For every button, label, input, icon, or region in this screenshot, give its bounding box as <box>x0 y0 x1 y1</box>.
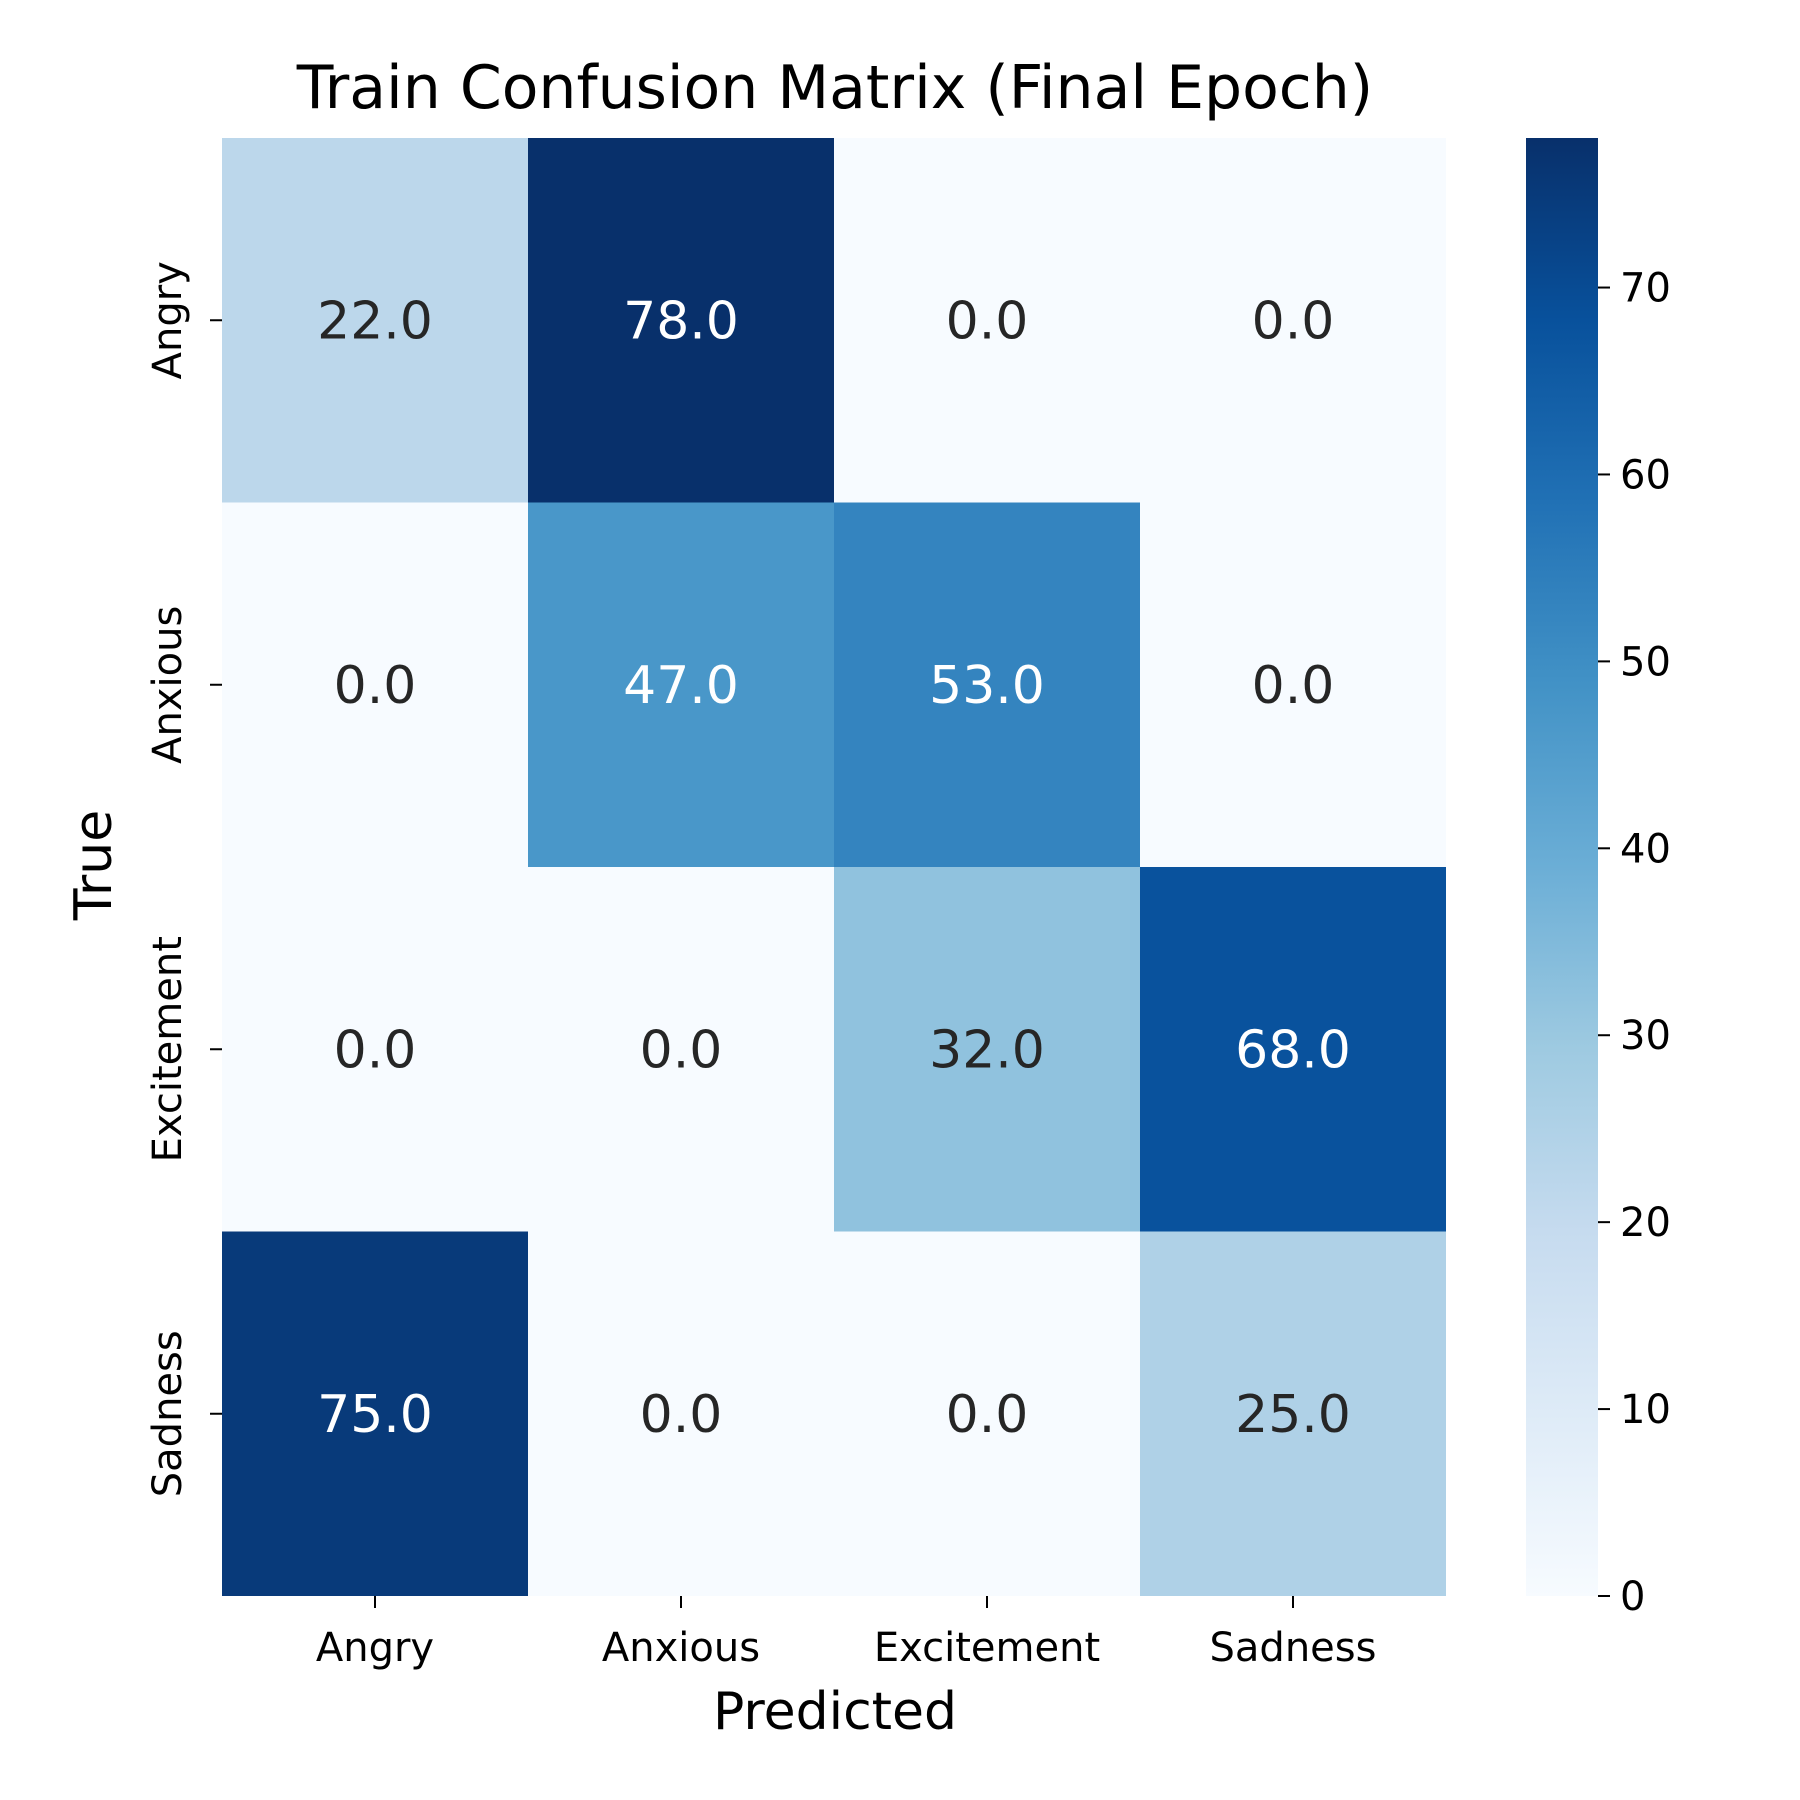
colorbar-tick-label-2: 10 <box>1620 1387 1671 1433</box>
heatmap-cell-1-2 <box>528 138 834 503</box>
colorbar-gradient <box>1526 138 1598 1596</box>
heatmap-cell-4-3 <box>834 1231 1140 1596</box>
heatmap-cell-1-4 <box>1140 138 1446 503</box>
colorbar-tick-label-4: 30 <box>1620 1013 1671 1059</box>
y-axis-ticks: Angry Anxious Excitement Sadness <box>145 261 222 1497</box>
x-axis-ticks: Angry Anxious Excitement Sadness <box>316 1596 1377 1671</box>
cell-value-label-2-1: 0.0 <box>334 656 417 716</box>
colorbar-tick-label-7: 60 <box>1620 452 1671 498</box>
matrix-grid: 22.0 78.0 0.0 0.0 0.0 47.0 53.0 0.0 0.0 0.0 32.0 68… <box>222 138 1446 1596</box>
heatmap-cell-2-3 <box>834 502 1140 867</box>
colorbar-ticks: 0 10 20 30 40 50 60 70 <box>1598 266 1671 1620</box>
x-axis-tick-label-2: Anxious <box>602 1625 760 1671</box>
heatmap-cell-2-1 <box>222 502 528 867</box>
heatmap-cell-2-2 <box>528 502 834 867</box>
cell-value-label-1-1: 22.0 <box>317 291 433 351</box>
cell-value-label-2-3: 53.0 <box>929 656 1045 716</box>
x-axis-tick-label-1: Angry <box>316 1625 434 1671</box>
cell-value-label-4-4: 25.0 <box>1235 1385 1351 1445</box>
heatmap-cell-2-4 <box>1140 502 1446 867</box>
x-axis-label: Predicted <box>713 1682 957 1742</box>
colorbar: 0 10 20 30 40 50 60 70 <box>1526 138 1671 1620</box>
cell-value-label-4-2: 0.0 <box>640 1385 723 1445</box>
cell-value-label-1-2: 78.0 <box>623 291 739 351</box>
heatmap-cell-4-2 <box>528 1231 834 1596</box>
cell-value-label-4-1: 75.0 <box>317 1385 433 1445</box>
cell-value-label-3-4: 68.0 <box>1235 1020 1351 1080</box>
colorbar-tick-label-1: 0 <box>1620 1574 1645 1620</box>
chart-title: Train Confusion Matrix (Final Epoch) <box>296 53 1373 123</box>
heatmap-cell-1-3 <box>834 138 1140 503</box>
cell-value-label-2-2: 47.0 <box>623 656 739 716</box>
heatmap-cell-4-1 <box>222 1231 528 1596</box>
y-axis-tick-label-1: Angry <box>145 261 191 379</box>
y-axis-tick-label-3: Excitement <box>145 936 191 1162</box>
colorbar-tick-label-6: 50 <box>1620 639 1671 685</box>
cell-value-label-3-1: 0.0 <box>334 1020 417 1080</box>
heatmap-cell-3-2 <box>528 867 834 1232</box>
cell-value-label-3-3: 32.0 <box>929 1020 1045 1080</box>
cell-value-label-4-3: 0.0 <box>946 1385 1029 1445</box>
heatmap-cell-3-4 <box>1140 867 1446 1232</box>
colorbar-tick-label-8: 70 <box>1620 266 1671 312</box>
colorbar-tick-label-3: 20 <box>1620 1200 1671 1246</box>
heatmap-cell-3-3 <box>834 867 1140 1232</box>
heatmap-cell-3-1 <box>222 867 528 1232</box>
heatmap-cell-1-1 <box>222 138 528 503</box>
cell-value-label-3-2: 0.0 <box>640 1020 723 1080</box>
heatmap-cell-4-4 <box>1140 1231 1446 1596</box>
cell-value-label-1-4: 0.0 <box>1252 291 1335 351</box>
cell-value-label-2-4: 0.0 <box>1252 656 1335 716</box>
y-axis-tick-label-4: Sadness <box>145 1330 191 1497</box>
colorbar-tick-label-5: 40 <box>1620 826 1671 872</box>
x-axis-tick-label-3: Excitement <box>874 1625 1100 1671</box>
y-axis-tick-label-2: Anxious <box>145 606 191 764</box>
x-axis-tick-label-4: Sadness <box>1210 1625 1377 1671</box>
cell-value-label-1-3: 0.0 <box>946 291 1029 351</box>
y-axis-label: True <box>64 810 124 921</box>
